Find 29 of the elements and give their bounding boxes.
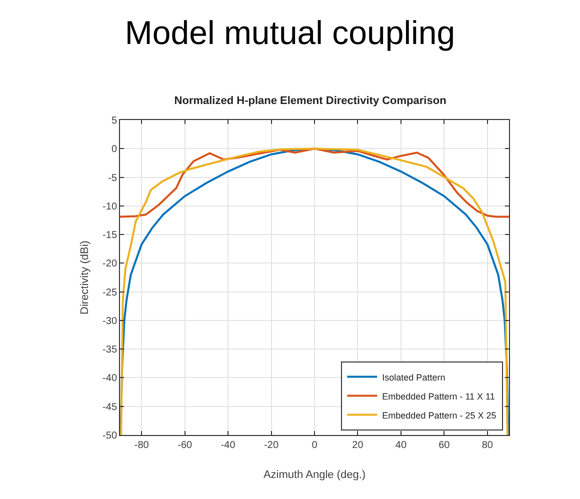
y-tick-label: -30 (102, 316, 118, 327)
y-tick-label: 5 (111, 116, 118, 126)
y-tick-label: -50 (102, 430, 118, 442)
legend-label: Isolated Pattern (382, 372, 446, 382)
y-tick-label: -35 (102, 344, 118, 356)
x-tick-label: -60 (178, 440, 192, 451)
x-tick-label: 80 (482, 440, 494, 451)
x-tick-label: 40 (395, 440, 407, 451)
y-tick-label: -5 (108, 172, 118, 184)
legend-label: Embedded Pattern - 25 X 25 (382, 410, 496, 420)
x-tick-label: 60 (438, 440, 450, 451)
chart-title: Model mutual coupling (124, 14, 456, 52)
legend-label: Embedded Pattern - 11 X 11 (382, 391, 495, 402)
x-tick-label: 20 (352, 440, 364, 451)
line-series (120, 148, 509, 218)
y-tick-label: 0 (111, 144, 118, 156)
x-tick-label: -20 (264, 440, 279, 451)
y-tick-label: -15 (102, 230, 118, 242)
y-tick-label: -10 (102, 201, 118, 212)
y-axis-title: Directivity (dBi) (79, 240, 91, 314)
chart-subtitle: Normalized H-plane Element Directivity Comparison (174, 94, 447, 107)
y-tick-label: -40 (102, 373, 118, 384)
x-axis-title: Azimuth Angle (deg.) (263, 469, 366, 481)
y-tick-label: -25 (102, 287, 118, 298)
y-tick-label: -20 (102, 258, 118, 270)
y-tick-label: -45 (102, 402, 118, 413)
x-tick-label: -80 (134, 440, 150, 451)
x-tick-label: -40 (220, 440, 236, 451)
x-tick-label: 0 (312, 440, 318, 451)
